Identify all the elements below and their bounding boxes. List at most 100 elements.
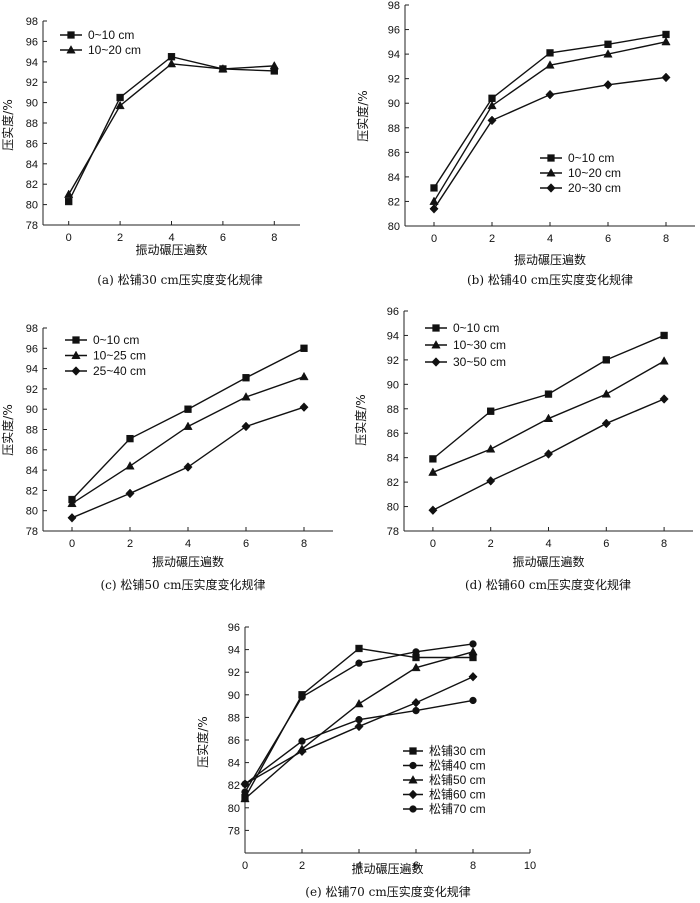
legend-label: 松铺40 cm bbox=[429, 759, 486, 773]
x-tick-label: 8 bbox=[661, 538, 667, 550]
legend-marker bbox=[409, 761, 417, 770]
data-point-s3-p5 bbox=[468, 646, 478, 656]
x-tick-label: 2 bbox=[299, 860, 305, 872]
x-tick-label: 2 bbox=[488, 538, 494, 550]
data-point-s3-p2 bbox=[486, 476, 496, 486]
y-tick-label: 92 bbox=[387, 355, 399, 367]
y-tick-label: 98 bbox=[26, 323, 38, 335]
y-tick-label: 78 bbox=[228, 825, 240, 837]
y-tick-label: 82 bbox=[387, 477, 399, 489]
y-tick-label: 78 bbox=[26, 526, 38, 538]
data-point-s2-p2 bbox=[486, 444, 496, 453]
legend-label: 10~20 cm bbox=[88, 43, 141, 57]
y-tick-label: 88 bbox=[388, 123, 400, 135]
data-point-s2-p4 bbox=[241, 392, 251, 401]
y-axis-label: 压实度/% bbox=[0, 99, 15, 150]
legend-label: 10~25 cm bbox=[93, 349, 146, 363]
x-tick-label: 8 bbox=[470, 860, 476, 872]
data-point-s3-p1 bbox=[428, 505, 438, 515]
data-point-s3-p5 bbox=[299, 402, 309, 412]
data-point-s1-p3 bbox=[355, 644, 363, 653]
y-tick-label: 94 bbox=[26, 57, 38, 69]
y-tick-label: 82 bbox=[26, 485, 38, 497]
data-point-s3-p5 bbox=[661, 72, 671, 83]
y-tick-label: 96 bbox=[26, 343, 38, 355]
legend-label: 25~40 cm bbox=[93, 364, 146, 378]
data-point-s4-p5 bbox=[468, 671, 478, 682]
data-point-s1-p5 bbox=[660, 331, 668, 340]
legend-label: 0~10 cm bbox=[568, 151, 614, 165]
chart-panel-5: 78 80 82 84 86 88 90 92 94 96 0 2 4 6 8 10 振动碾压遍数 压实度/% 松铺… bbox=[195, 622, 536, 899]
y-tick-label: 92 bbox=[228, 667, 240, 679]
data-point-s1-p2 bbox=[487, 407, 495, 415]
data-point-s5-p4 bbox=[412, 706, 420, 715]
data-point-s3-p4 bbox=[411, 662, 421, 672]
data-point-s5-p5 bbox=[469, 696, 477, 705]
y-axis-label: 压实度/% bbox=[195, 716, 210, 767]
y-tick-label: 86 bbox=[228, 735, 240, 747]
y-tick-label: 96 bbox=[387, 306, 399, 318]
x-tick-label: 4 bbox=[547, 233, 553, 245]
data-point-s3-p3 bbox=[543, 449, 554, 459]
data-point-s2-p4 bbox=[603, 49, 613, 58]
data-point-s2-p5 bbox=[299, 371, 309, 381]
y-tick-label: 92 bbox=[26, 77, 38, 89]
x-tick-label: 8 bbox=[271, 232, 277, 244]
y-tick-label: 90 bbox=[26, 98, 38, 110]
y-tick-label: 80 bbox=[228, 803, 240, 815]
y-tick-label: 86 bbox=[26, 445, 38, 457]
data-point-s2-p2 bbox=[487, 100, 497, 110]
legend-marker bbox=[546, 183, 556, 193]
x-tick-label: 6 bbox=[220, 232, 226, 244]
y-axis-label: 压实度/% bbox=[355, 90, 370, 141]
legend-marker bbox=[409, 805, 417, 813]
legend-marker bbox=[408, 775, 418, 784]
x-axis-label: 振动碾压遍数 bbox=[152, 554, 224, 569]
data-point-s1-p3 bbox=[184, 405, 192, 413]
chart-caption: (b) 松铺40 cm压实度变化规律 bbox=[467, 272, 633, 287]
data-point-s2-p3 bbox=[183, 421, 193, 430]
data-point-s2-p5 bbox=[269, 60, 279, 70]
data-point-s2-p4 bbox=[412, 648, 420, 656]
y-tick-label: 84 bbox=[388, 172, 400, 184]
x-tick-label: 2 bbox=[127, 538, 133, 550]
data-point-s3-p4 bbox=[241, 421, 251, 432]
y-tick-label: 94 bbox=[26, 364, 38, 376]
data-point-s3-p2 bbox=[487, 115, 497, 126]
y-tick-label: 92 bbox=[388, 74, 400, 86]
y-tick-label: 96 bbox=[388, 25, 400, 37]
y-tick-label: 98 bbox=[26, 16, 38, 28]
y-tick-label: 80 bbox=[388, 221, 400, 233]
data-point-s3-p1 bbox=[429, 204, 439, 214]
data-point-s2-p1 bbox=[64, 189, 74, 198]
data-point-s1-p2 bbox=[488, 94, 496, 102]
chart-panel-4: 78 80 82 84 86 88 90 92 94 96 0 2 4 6 8 振动碾压遍数 压实度/% 0~10… bbox=[353, 306, 693, 592]
legend: 0~10 cm 10~30 cm 30~50 cm bbox=[425, 321, 506, 369]
data-point-s1-p1 bbox=[429, 455, 437, 463]
data-point-s2-p1 bbox=[428, 467, 438, 476]
y-tick-label: 90 bbox=[228, 690, 240, 702]
y-tick-label: 90 bbox=[387, 379, 399, 391]
x-tick-label: 6 bbox=[605, 233, 611, 245]
y-tick-label: 88 bbox=[228, 712, 240, 724]
x-tick-label: 6 bbox=[243, 538, 249, 550]
x-tick-label: 0 bbox=[66, 232, 72, 244]
x-tick-label: 0 bbox=[69, 538, 75, 550]
x-tick-label: 2 bbox=[489, 233, 495, 245]
data-point-s1-p3 bbox=[546, 49, 554, 57]
data-point-s2-p3 bbox=[545, 60, 555, 69]
legend-marker bbox=[71, 366, 81, 376]
data-point-s3-p2 bbox=[125, 488, 135, 499]
legend-marker bbox=[431, 357, 441, 367]
data-point-s4-p3 bbox=[354, 721, 364, 732]
y-tick-label: 90 bbox=[26, 404, 38, 416]
x-axis-label: 振动碾压遍数 bbox=[512, 554, 584, 569]
data-point-s1-p4 bbox=[242, 374, 250, 382]
data-point-s1-p2 bbox=[126, 434, 134, 443]
data-point-s3-p5 bbox=[659, 394, 669, 404]
legend-label: 20~30 cm bbox=[568, 181, 621, 195]
x-axis-label: 振动碾压遍数 bbox=[351, 861, 423, 876]
legend-label: 松铺60 cm bbox=[429, 788, 486, 802]
